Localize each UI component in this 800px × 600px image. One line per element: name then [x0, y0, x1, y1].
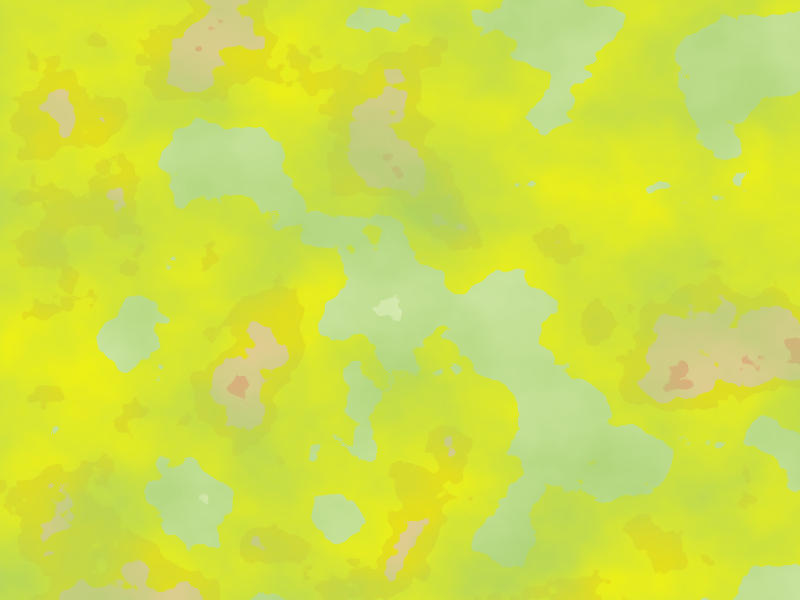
heatmap-terrain-map — [0, 0, 800, 600]
terrain-noise-layer — [0, 0, 800, 600]
